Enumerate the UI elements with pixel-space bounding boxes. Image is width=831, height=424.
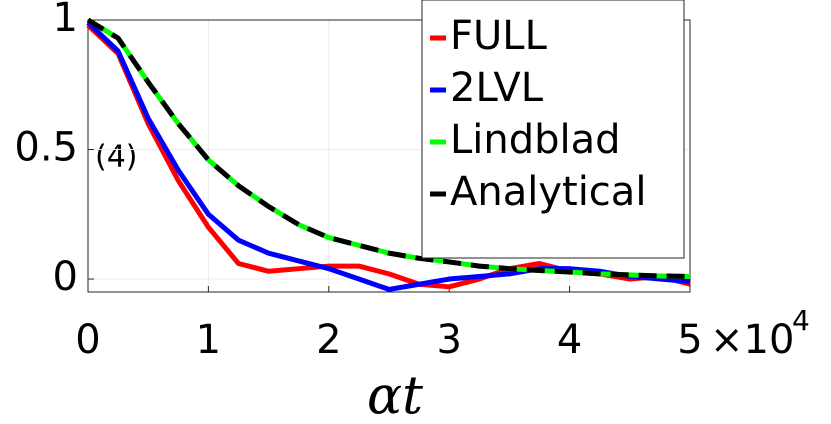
x-tick-label: 2 [316, 317, 341, 363]
x-tick-label: 1 [196, 317, 221, 363]
legend-label: FULL [450, 13, 548, 59]
x-multiplier: ×10 [710, 317, 794, 363]
x-tick-label: 5 [677, 317, 702, 363]
legend-label: 2LVL [450, 65, 544, 111]
series-line [86, 20, 691, 292]
y-tick-label: 0.5 [14, 125, 78, 171]
series-line [86, 17, 691, 279]
legend-label: Lindblad [450, 117, 621, 163]
plot-frame [87, 19, 691, 293]
x-tick-label: 3 [436, 317, 461, 363]
x-multiplier-exponent: 4 [792, 304, 810, 337]
legend-box [421, 0, 685, 259]
y-tick-label: 1 [53, 0, 78, 41]
annotation: (4) [95, 140, 138, 175]
x-tick-label: 0 [75, 317, 100, 363]
x-tick-label: 4 [557, 317, 582, 363]
legend-label: Analytical [450, 169, 646, 215]
x-axis-label: αt [367, 367, 423, 424]
y-tick-label: 0 [53, 254, 78, 300]
